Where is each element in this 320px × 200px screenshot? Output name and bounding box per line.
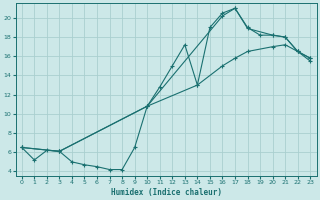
X-axis label: Humidex (Indice chaleur): Humidex (Indice chaleur) [110, 188, 221, 197]
